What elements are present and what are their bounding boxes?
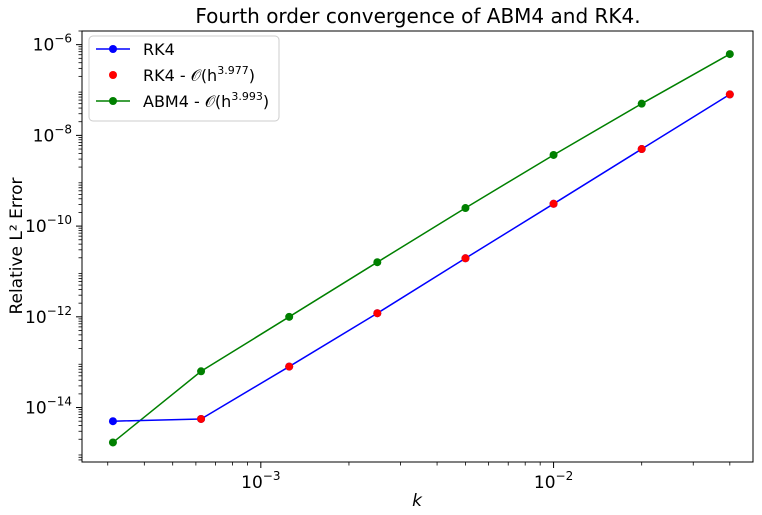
legend-label-main: ABM4 - 𝒪(h [143, 92, 231, 111]
data-point [197, 414, 206, 423]
data-point [108, 438, 117, 447]
y-tick-label-exp: −14 [47, 395, 72, 409]
legend-label-main: RK4 [143, 40, 175, 59]
series-2 [108, 50, 734, 447]
data-point [461, 204, 470, 213]
x-tick-label-base: 10 [241, 473, 263, 493]
y-tick-label-exp: −12 [47, 304, 72, 318]
legend-marker [109, 71, 117, 79]
chart-title: Fourth order convergence of ABM4 and RK4… [195, 4, 640, 28]
legend-label: RK4 - 𝒪(h3.977) [143, 64, 255, 85]
series-1 [197, 90, 734, 423]
data-point [725, 50, 734, 59]
data-point [637, 145, 646, 154]
legend-entry-0: RK4 [96, 40, 175, 59]
x-tick-label-exp: −2 [556, 469, 574, 483]
legend-marker [109, 45, 117, 53]
series-line [112, 53, 731, 444]
series-line [112, 93, 731, 422]
legend-label-close: ) [249, 66, 255, 85]
y-tick-label-exp: −10 [47, 213, 72, 227]
y-tick-label-exp: −6 [54, 32, 72, 46]
data-point [108, 417, 117, 426]
x-axis-label: k [412, 491, 423, 511]
legend-label-close: ) [263, 92, 269, 111]
y-tick-label: 10−12 [25, 304, 72, 328]
legend-label: ABM4 - 𝒪(h3.993) [143, 90, 269, 111]
legend-label-main: RK4 - 𝒪(h [143, 66, 217, 85]
y-tick-label: 10−14 [25, 395, 72, 419]
data-point [549, 150, 558, 159]
data-point [549, 199, 558, 208]
data-point [373, 258, 382, 267]
x-tick-label-base: 10 [534, 473, 556, 493]
legend-frame [88, 35, 280, 122]
data-point [461, 254, 470, 263]
y-tick-label-base: 10 [25, 308, 47, 328]
legend-label-sup: 3.993 [231, 90, 263, 103]
data-point [285, 362, 294, 371]
y-axis-label: Relative L² Error [7, 177, 27, 314]
y-tick-label-base: 10 [33, 36, 55, 56]
data-point [725, 90, 734, 99]
data-point [637, 99, 646, 108]
y-tick-label: 10−8 [33, 122, 72, 146]
y-tick-label: 10−10 [25, 213, 72, 237]
data-point [373, 309, 382, 318]
y-tick-label-base: 10 [33, 126, 55, 146]
x-tick-label: 10−2 [534, 469, 573, 493]
y-tick-label-base: 10 [25, 399, 47, 419]
y-tick-label-base: 10 [25, 217, 47, 237]
x-tick-label: 10−3 [241, 469, 280, 493]
legend-entry-2: ABM4 - 𝒪(h3.993) [96, 90, 269, 111]
x-tick-label-exp: −3 [263, 469, 281, 483]
data-point [285, 312, 294, 321]
data-point [197, 367, 206, 376]
y-axis-label-text: Relative L² Error [7, 177, 27, 314]
legend-label: RK4 [143, 40, 175, 59]
legend-marker [109, 97, 117, 105]
legend-label-sup: 3.977 [217, 64, 249, 77]
y-tick-label-exp: −8 [54, 122, 72, 136]
y-tick-label: 10−6 [33, 32, 72, 56]
legend-entry-1: RK4 - 𝒪(h3.977) [109, 64, 255, 85]
series-layer [108, 50, 734, 447]
